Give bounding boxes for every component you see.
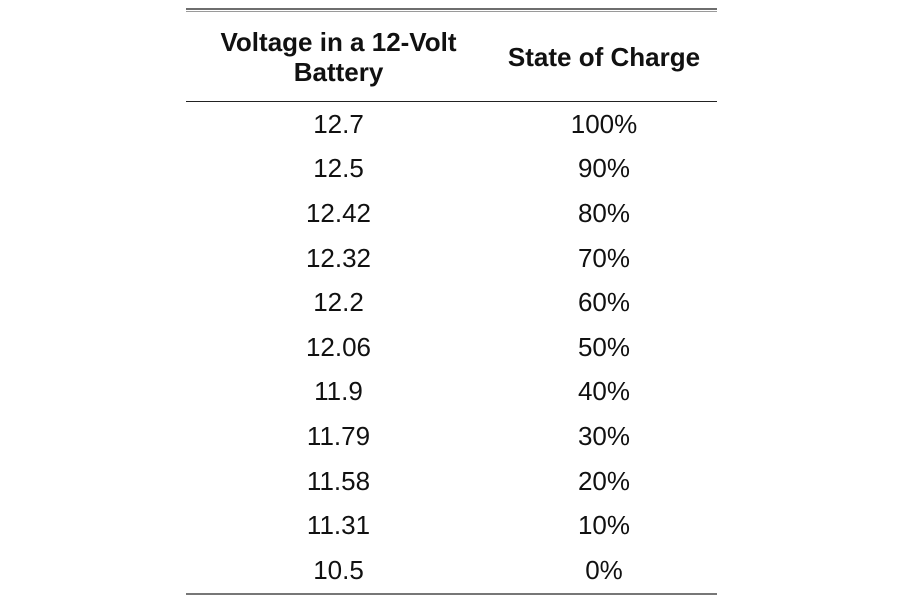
header-voltage-line1: Voltage in a 12-Volt <box>220 26 457 57</box>
voltage-cell: 12.7 <box>313 108 364 139</box>
soc-cell: 80% <box>577 197 631 228</box>
battery-voltage-table: Voltage in a 12-Volt Battery State of Ch… <box>186 8 717 595</box>
soc-cell: 100% <box>570 108 638 139</box>
table-row: 12.06 50% <box>186 325 717 370</box>
table-row: 11.9 40% <box>186 370 717 415</box>
voltage-soc-table: Voltage in a 12-Volt Battery State of Ch… <box>186 12 717 593</box>
soc-cell: 90% <box>577 153 631 184</box>
table-body: 12.7 100% 12.5 90% 12.42 80% 12.32 70% 1… <box>186 102 717 593</box>
table-row: 11.79 30% <box>186 414 717 459</box>
table-row: 11.31 10% <box>186 503 717 548</box>
table-row: 12.32 70% <box>186 236 717 281</box>
table-row: 12.2 60% <box>186 280 717 325</box>
voltage-cell: 11.58 <box>306 465 371 496</box>
soc-cell: 10% <box>577 510 631 541</box>
soc-cell: 50% <box>577 331 631 362</box>
voltage-cell: 12.42 <box>305 197 372 228</box>
table-row: 12.42 80% <box>186 191 717 236</box>
header-voltage: Voltage in a 12-Volt Battery <box>186 12 491 102</box>
top-rule-secondary <box>186 11 717 12</box>
header-row: Voltage in a 12-Volt Battery State of Ch… <box>186 12 717 102</box>
soc-cell: 70% <box>577 242 631 273</box>
bottom-rule <box>186 592 717 595</box>
voltage-cell: 12.06 <box>305 331 372 362</box>
header-voltage-line2: Battery <box>293 56 384 87</box>
soc-cell: 60% <box>577 287 631 318</box>
voltage-cell: 12.32 <box>305 242 372 273</box>
voltage-cell: 10.5 <box>313 554 364 585</box>
voltage-cell: 12.5 <box>313 153 364 184</box>
voltage-cell: 11.79 <box>306 420 371 451</box>
soc-cell: 40% <box>577 376 631 407</box>
table-row: 11.58 20% <box>186 459 717 504</box>
soc-cell: 0% <box>585 554 623 585</box>
soc-cell: 30% <box>577 420 631 451</box>
soc-cell: 20% <box>577 465 631 496</box>
voltage-cell: 12.2 <box>313 287 364 318</box>
table-row: 12.7 100% <box>186 102 717 147</box>
table-row: 10.5 0% <box>186 548 717 593</box>
voltage-cell: 11.9 <box>314 376 363 407</box>
header-state-of-charge: State of Charge <box>491 12 717 102</box>
table-header: Voltage in a 12-Volt Battery State of Ch… <box>186 12 717 102</box>
table-row: 12.5 90% <box>186 147 717 192</box>
voltage-cell: 11.31 <box>306 510 371 541</box>
top-rule <box>186 8 717 10</box>
